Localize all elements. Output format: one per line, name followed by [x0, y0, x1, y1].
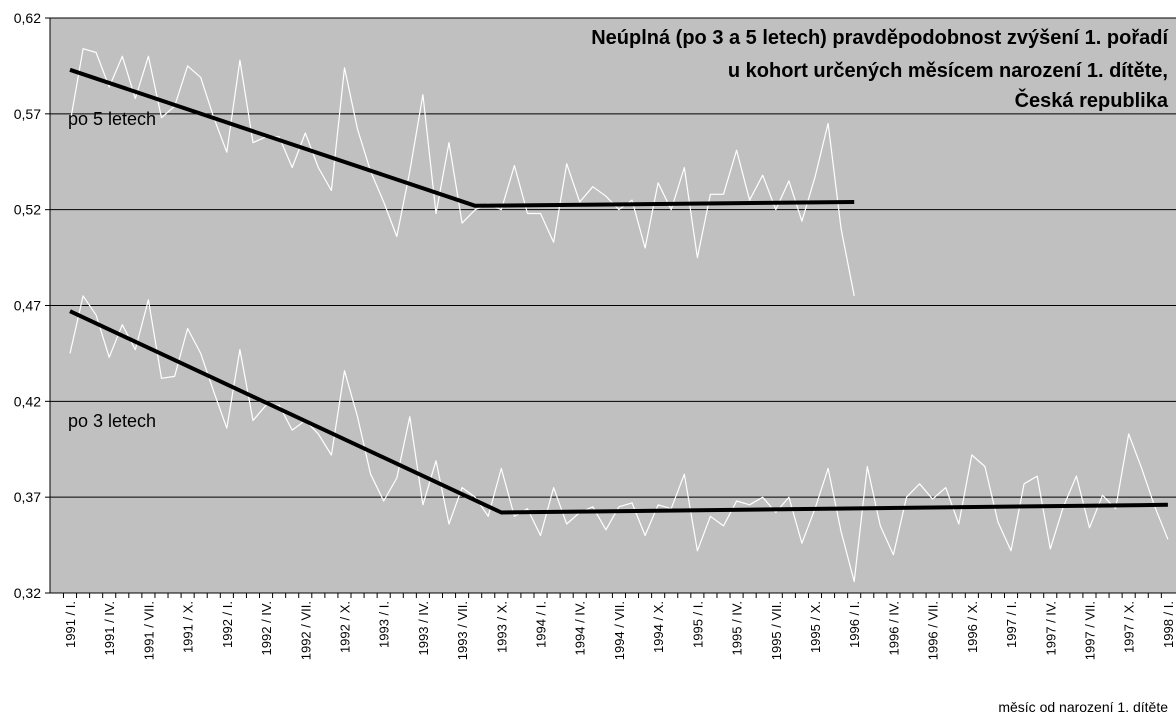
x-tick-label: 1994 / X.: [651, 601, 666, 653]
chart-title: Česká republika: [1015, 88, 1169, 112]
x-tick-label: 1995 / VII.: [769, 601, 784, 660]
y-tick-label: 0,62: [14, 10, 41, 26]
data-line: [69, 295, 1169, 583]
x-tick-label: 1993 / X.: [494, 601, 509, 653]
x-tick-label: 1996 / I.: [847, 601, 862, 648]
x-tick-label: 1991 / X.: [181, 601, 196, 653]
x-tick-label: 1994 / I.: [534, 601, 549, 648]
x-tick-label: 1995 / I.: [690, 601, 705, 648]
y-tick-label: 0,57: [14, 106, 41, 122]
x-tick-label: 1998 / I.: [1161, 601, 1176, 648]
x-tick-label: 1993 / I.: [377, 601, 392, 648]
x-tick-label: 1992 / I.: [220, 601, 235, 648]
x-tick-label: 1996 / VII.: [926, 601, 941, 660]
y-tick-label: 0,42: [14, 393, 41, 409]
trend-line: [69, 309, 1168, 515]
x-tick-label: 1996 / IV.: [886, 601, 901, 655]
x-tick-label: 1991 / VII.: [141, 601, 156, 660]
data-line: [69, 48, 855, 297]
x-tick-label: 1996 / X.: [965, 601, 980, 653]
trend-line: [69, 67, 855, 208]
x-axis-label: měsíc od narození 1. dítěte: [998, 699, 1168, 715]
series-label: po 5 letech: [68, 109, 156, 129]
chart-title: u kohort určených měsícem narození 1. dí…: [728, 60, 1168, 82]
x-tick-label: 1994 / IV.: [573, 601, 588, 655]
series-label: po 3 letech: [68, 411, 156, 431]
x-tick-label: 1993 / VII.: [455, 601, 470, 660]
x-tick-label: 1991 / IV.: [102, 601, 117, 655]
y-tick-label: 0,47: [14, 298, 41, 314]
x-tick-label: 1997 / I.: [1004, 601, 1019, 648]
x-tick-label: 1992 / X.: [337, 601, 352, 653]
x-tick-label: 1997 / X.: [1122, 601, 1137, 653]
x-tick-label: 1997 / IV.: [1043, 601, 1058, 655]
x-tick-label: 1991 / I.: [63, 601, 78, 648]
x-tick-label: 1995 / IV.: [730, 601, 745, 655]
y-tick-label: 0,37: [14, 489, 41, 505]
y-tick-label: 0,32: [14, 585, 41, 601]
x-tick-label: 1994 / VII.: [612, 601, 627, 660]
y-tick-label: 0,52: [14, 202, 41, 218]
x-tick-label: 1993 / IV.: [416, 601, 431, 655]
x-tick-label: 1992 / VII.: [298, 601, 313, 660]
x-tick-label: 1992 / IV.: [259, 601, 274, 655]
x-tick-label: 1995 / X.: [808, 601, 823, 653]
x-tick-label: 1997 / VII.: [1082, 601, 1097, 660]
chart-title: Neúplná (po 3 a 5 letech) pravděpodobnos…: [591, 27, 1169, 49]
